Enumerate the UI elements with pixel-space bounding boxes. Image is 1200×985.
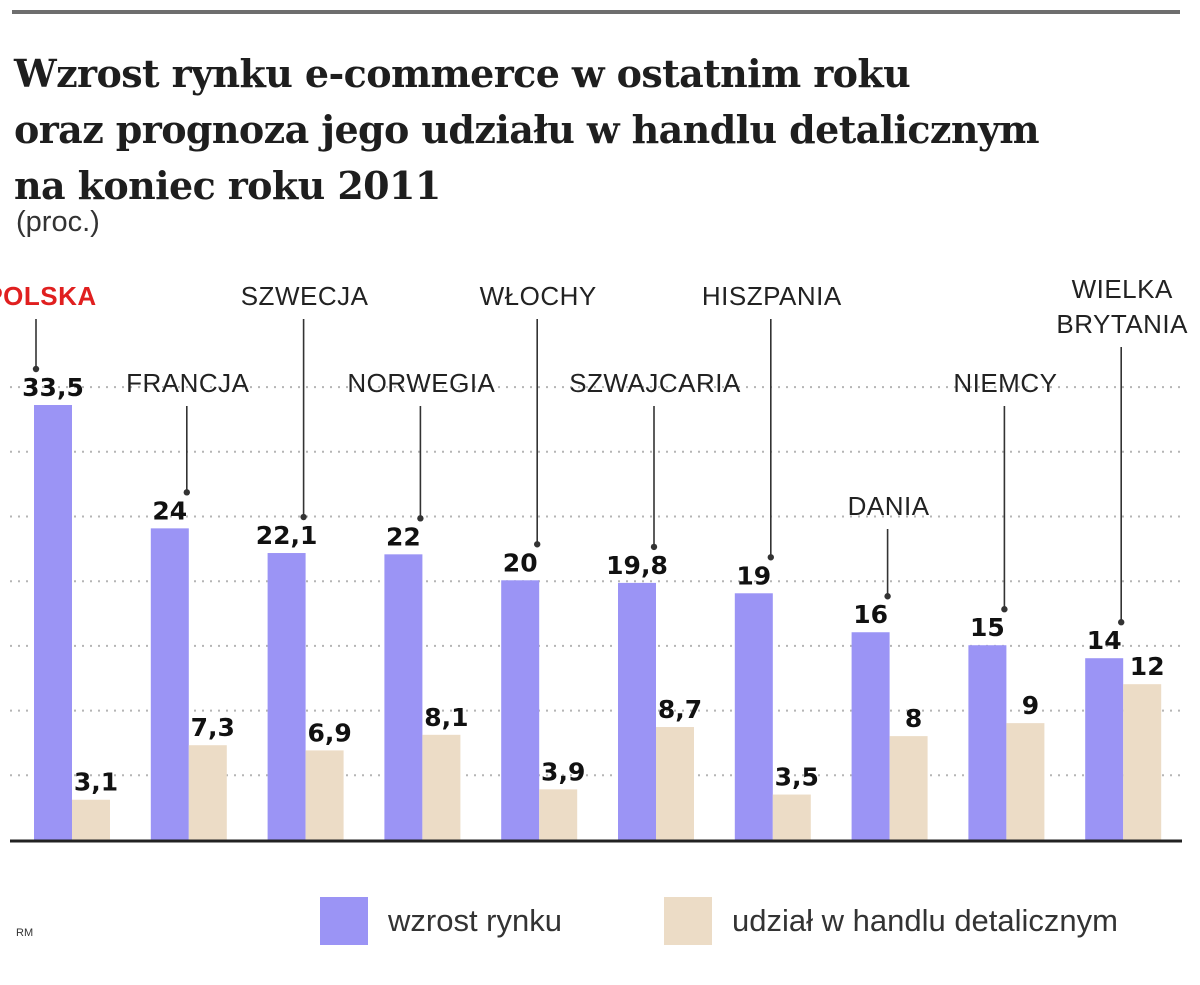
bar-growth-8 <box>968 645 1007 840</box>
leader-dot-7 <box>884 593 891 600</box>
value-label-growth-5: 19,8 <box>606 551 668 580</box>
bar-share-6 <box>772 794 811 840</box>
value-label-growth-1: 24 <box>152 496 187 525</box>
category-label-2: SZWECJA <box>241 281 369 311</box>
value-label-share-2: 6,9 <box>307 718 351 747</box>
leader-dot-2 <box>300 513 307 521</box>
unit-label: (proc.) <box>16 206 100 238</box>
legend-label-share: udział w handlu detalicznym <box>732 903 1118 938</box>
bar-share-9 <box>1123 684 1162 840</box>
category-label-8: NIEMCY <box>953 368 1057 398</box>
bar-growth-2 <box>267 553 306 840</box>
author-credit: RM <box>16 927 34 939</box>
bar-share-3 <box>422 734 461 840</box>
bar-share-7 <box>889 736 928 840</box>
leader-dot-1 <box>183 489 190 496</box>
bar-growth-9 <box>1085 658 1124 840</box>
top-rule <box>12 10 1180 14</box>
bar-growth-5 <box>618 582 656 840</box>
category-label-1: FRANCJA <box>126 368 250 398</box>
bar-share-2 <box>305 750 344 840</box>
value-label-growth-2: 22,1 <box>256 521 318 550</box>
legend-label-growth: wzrost rynku <box>388 903 562 938</box>
value-label-share-4: 3,9 <box>541 757 585 786</box>
leader-dot-0 <box>32 365 40 373</box>
bar-share-8 <box>1006 723 1045 840</box>
bar-share-5 <box>656 727 694 840</box>
leader-dot-9 <box>1118 619 1125 626</box>
bar-growth-4 <box>501 580 540 840</box>
value-label-share-6: 3,5 <box>775 763 819 792</box>
value-label-growth-3: 22 <box>386 522 421 551</box>
category-label-5: SZWAJCARIA <box>569 368 741 398</box>
legend-item-growth: wzrost rynku <box>320 896 562 946</box>
bar-growth-6 <box>734 593 773 840</box>
chart-title-line-3: na koniec roku 2011 <box>14 163 441 208</box>
value-label-share-5: 8,7 <box>658 695 702 724</box>
value-label-growth-0: 33,5 <box>22 373 84 402</box>
category-label-9-0: WIELKA <box>1072 274 1173 304</box>
value-label-growth-4: 20 <box>503 548 538 577</box>
value-label-share-7: 8 <box>905 704 922 733</box>
bar-growth-0 <box>34 405 72 840</box>
value-label-share-9: 12 <box>1130 652 1165 681</box>
chart-title-line-2: oraz prognoza jego udziału w handlu deta… <box>14 107 1040 152</box>
legend-swatch-growth <box>320 897 368 945</box>
bar-share-4 <box>539 789 578 840</box>
category-label-7: DANIA <box>848 491 930 521</box>
category-label-0: POLSKA <box>0 281 97 311</box>
leader-dot-8 <box>1001 606 1008 613</box>
category-label-6: HISZPANIA <box>702 281 842 311</box>
legend-item-share: udział w handlu detalicznym <box>664 896 1118 946</box>
value-label-share-1: 7,3 <box>191 713 235 742</box>
value-label-share-8: 9 <box>1022 691 1039 720</box>
value-label-growth-8: 15 <box>970 613 1005 642</box>
category-label-9-1: BRYTANIA <box>1056 309 1188 339</box>
leader-dot-5 <box>650 543 658 551</box>
bar-chart: 33,5 3,1 POLSKA 24 7,3 FRANCJA 22,1 6,9 SZWECJA 2… <box>0 274 1188 843</box>
bar-growth-1 <box>150 528 189 840</box>
chart-title: Wzrost rynku e-commerce w ostatnim roku … <box>14 46 1184 214</box>
value-label-share-3: 8,1 <box>424 703 468 732</box>
bar-share-1 <box>188 745 227 840</box>
category-label-3: NORWEGIA <box>347 368 495 398</box>
chart-title-line-1: Wzrost rynku e-commerce w ostatnim roku <box>14 51 911 96</box>
value-label-share-0: 3,1 <box>74 768 118 797</box>
value-label-growth-6: 19 <box>736 561 771 590</box>
category-label-4: WŁOCHY <box>480 281 597 311</box>
leader-dot-3 <box>417 515 424 522</box>
value-label-growth-9: 14 <box>1087 626 1122 655</box>
bar-share-0 <box>72 799 110 840</box>
bar-growth-7 <box>851 632 890 840</box>
leader-dot-6 <box>767 554 774 561</box>
leader-dot-4 <box>534 541 541 548</box>
value-label-growth-7: 16 <box>853 600 888 629</box>
bar-growth-3 <box>384 554 423 840</box>
legend-swatch-share <box>664 897 712 945</box>
